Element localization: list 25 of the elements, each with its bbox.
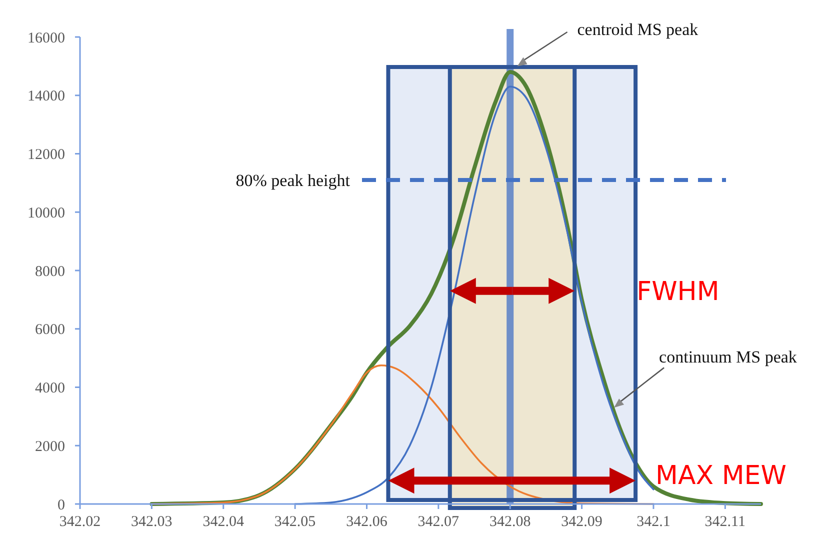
annotation: MAX MEW [656, 460, 786, 491]
line-series [150, 364, 654, 505]
y-tick-label: 6000 [35, 322, 65, 338]
x-tick-label: 342.07 [418, 514, 460, 530]
x-tick-label: 342.05 [274, 514, 316, 530]
annotation: FWHM [636, 277, 720, 308]
x-tick-label: 342.1 [636, 514, 670, 530]
y-tick-label: 4000 [35, 380, 65, 396]
y-tick-label: 14000 [28, 88, 65, 105]
y-tick-label: 2000 [35, 438, 65, 455]
y-tick-label: 8000 [35, 264, 65, 280]
annotation: continuum MS peak [659, 348, 798, 367]
x-tick-label: 342.04 [202, 514, 244, 530]
y-tick-label: 16000 [28, 30, 65, 46]
x-tick-label: 342.02 [59, 514, 101, 530]
x-tick-label: 342.08 [489, 514, 531, 530]
y-tick-label: 0 [58, 497, 65, 514]
y-tick-label: 10000 [28, 205, 65, 222]
y-tick-label: 12000 [28, 147, 65, 163]
x-tick-label: 342.11 [704, 514, 746, 530]
x-tick-label: 342.03 [131, 514, 172, 530]
annotation: centroid MS peak [577, 20, 699, 39]
ref-line-label: 80% peak height [236, 170, 350, 190]
x-tick-label: 342.06 [346, 514, 388, 530]
x-tick-label: 342.09 [561, 514, 602, 530]
